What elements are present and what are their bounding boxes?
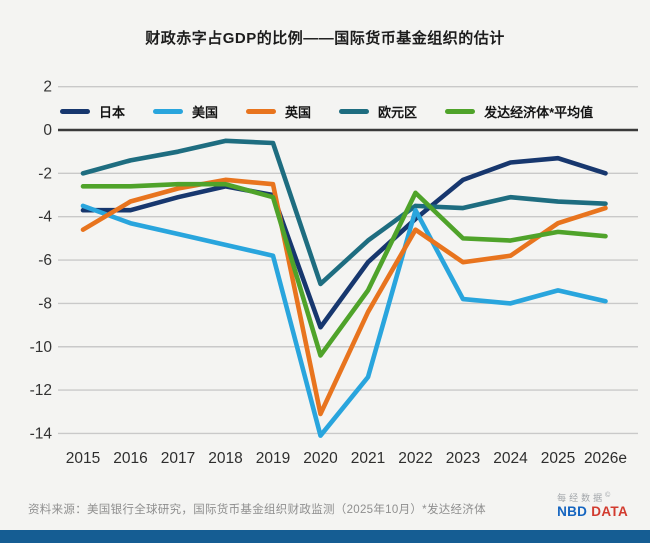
x-axis-tick-label: 2020: [303, 450, 338, 467]
series-line-英国: [80, 177, 608, 417]
series-line-发达经济体*平均值: [80, 181, 608, 358]
legend-label: 日本: [99, 105, 126, 120]
legend-item-英国: 英国: [246, 102, 311, 121]
x-axis-tick-label: 2018: [208, 450, 242, 467]
x-axis-tick-label: 2022: [398, 450, 432, 467]
x-axis-tick-label: 2024: [493, 450, 528, 467]
legend-item-日本: 日本: [60, 102, 125, 121]
x-axis-tick-label: 2023: [446, 450, 480, 467]
series-line-美国: [80, 203, 608, 438]
legend-label: 英国: [285, 105, 312, 120]
legend-swatch-欧元区: [339, 109, 370, 114]
y-axis-tick-label: -10: [30, 339, 53, 356]
y-axis-tick-label: -4: [38, 209, 52, 226]
legend-swatch-发达经济体*平均值: [445, 109, 476, 114]
x-axis-tick-label: 2021: [351, 450, 385, 467]
chart-legend: 日本 美国 英国 欧元区 发达经济体*平均值: [60, 102, 593, 121]
legend-swatch-英国: [246, 109, 277, 114]
y-axis-tick-label: -14: [30, 425, 53, 442]
x-axis-tick-label: 2017: [161, 450, 195, 467]
legend-label: 美国: [192, 105, 219, 120]
legend-swatch-美国: [153, 109, 184, 114]
legend-label: 欧元区: [378, 105, 418, 120]
y-axis-tick-label: 0: [43, 122, 52, 139]
x-axis-tick-label: 2025: [541, 450, 575, 467]
x-axis-tick-label: 2019: [256, 450, 290, 467]
legend-item-发达经济体*平均值: 发达经济体*平均值: [445, 102, 593, 121]
y-axis-tick-label: -8: [38, 295, 52, 312]
y-axis-tick-label: 2: [43, 79, 52, 96]
x-axis-tick-label: 2026e: [584, 450, 627, 467]
nbd-logo-chinese: 每经数据©: [557, 492, 611, 503]
y-axis-tick-label: -6: [38, 252, 52, 269]
source-note: 资料来源：美国银行全球研究，国际货币基金组织财政监测（2025年10月）*发达经…: [28, 504, 486, 516]
legend-item-美国: 美国: [153, 102, 218, 121]
x-axis-tick-label: 2015: [66, 450, 100, 467]
legend-label: 发达经济体*平均值: [484, 105, 594, 120]
legend-swatch-日本: [60, 109, 90, 114]
series-line-日本: [80, 155, 608, 330]
x-axis-tick-label: 2016: [113, 450, 147, 467]
series-line-欧元区: [80, 138, 608, 287]
nbd-data-logo: 每经数据© NBD DATA: [557, 492, 628, 521]
legend-item-欧元区: 欧元区: [339, 102, 417, 121]
nbd-logo-english: NBD DATA: [557, 504, 628, 520]
bottom-accent-bar: [0, 530, 650, 543]
chart-title: 财政赤字占GDP的比例——国际货币基金组织的估计: [145, 30, 505, 47]
y-axis-tick-label: -2: [38, 165, 52, 182]
y-axis-tick-label: -12: [30, 382, 52, 399]
